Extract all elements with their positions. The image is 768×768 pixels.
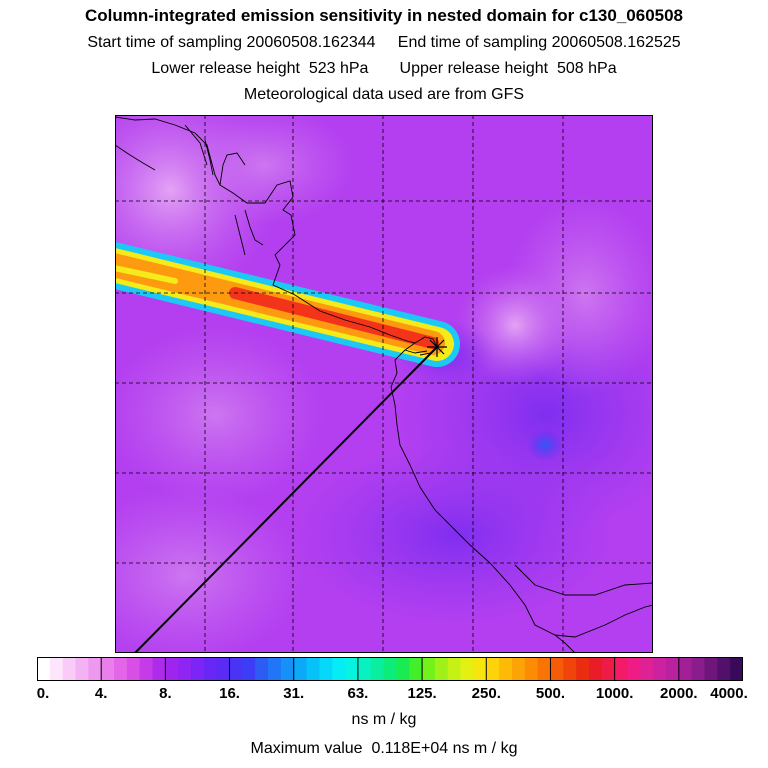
colorbar-cell [499,657,513,681]
sampling-time-line: Start time of sampling 20060508.162344 E… [87,34,681,51]
colorbar-cell [640,657,654,681]
colorbar-cell [730,657,743,681]
coastlines [115,116,653,653]
colorbar-cell [319,657,333,681]
colorbar-cell [653,657,667,681]
colorbar-cell [139,657,154,681]
colorbar-cell [524,657,539,681]
colorbar-cell [357,657,372,681]
colorbar-cell [126,657,141,681]
colorbar-cell [601,657,616,681]
colorbar-tick-label: 0. [36,685,50,702]
colorbar-tick-label: 63. [347,685,369,702]
colorbar-cell [242,657,256,681]
colorbar-tick-label: 4. [94,685,108,702]
colorbar-cell [691,657,706,681]
maximum-value-label: Maximum value 0.118E+04 ns m / kg [250,740,518,757]
colorbar-units: ns m / kg [351,711,417,728]
star-marker-icon [427,337,447,357]
colorbar-tick-label: 8. [159,685,172,702]
colorbar-cell [268,657,282,681]
colorbar-cell [370,657,385,681]
colorbar-cell [62,657,77,681]
colorbar-tick-label: 2000. [660,685,698,702]
colorbar-cell [422,657,436,681]
colorbar-cell [717,657,731,681]
colorbar-cell [203,657,218,681]
colorbar-tick-label: 250. [471,685,501,702]
met-data-line: Meteorological data used are from GFS [243,86,525,103]
colorbar-cell [434,657,449,681]
colorbar-cell [152,657,166,681]
colorbar-tick-label: 16. [219,685,240,702]
colorbar-cell [88,657,102,681]
release-height-line: Lower release height 523 hPa Upper relea… [151,60,617,77]
sensitivity-field [115,115,653,653]
colorbar-cell [383,657,398,681]
colorbar-cell [332,657,346,681]
colorbar-cell [49,657,64,681]
map-panel [115,115,653,653]
colorbar-cell [511,657,526,681]
colorbar-cell [229,657,243,681]
colorbar-cell [473,657,487,681]
colorbar-cell [280,657,295,681]
colorbar-cell [101,657,115,681]
colorbar-cell [178,657,192,681]
colorbar-cell [678,657,693,681]
colorbar-cell [665,657,680,681]
colorbar-cell [409,657,423,681]
colorbar-cell [537,657,552,681]
colorbar-cell [627,657,641,681]
colorbar-cell [550,657,564,681]
colorbar-tick-label: 125. [407,685,437,702]
colorbar-cell [165,657,179,681]
colorbar-cell [75,657,89,681]
lat-lon-grid [115,115,653,653]
colorbar-cell [588,657,603,681]
colorbar-tick-label: 4000. [710,685,748,702]
colorbar-cell [486,657,500,681]
flight-track [134,346,438,653]
colorbar [37,657,743,681]
colorbar-tick-label: 1000. [595,685,634,702]
colorbar-cell [114,657,128,681]
emission-plume [115,241,460,367]
colorbar-tick-label: 31. [283,685,305,702]
colorbar-cell [563,657,577,681]
colorbar-cell [447,657,462,681]
colorbar-cell [191,657,205,681]
plot-title: Column-integrated emission sensitivity i… [84,6,684,25]
colorbar-cell [614,657,629,681]
colorbar-cell [460,657,475,681]
colorbar-cell [396,657,410,681]
colorbar-tick-label: 500. [535,685,566,702]
colorbar-cell [306,657,320,681]
colorbar-cell [576,657,590,681]
colorbar-cell [345,657,359,681]
colorbar-cell [216,657,231,681]
colorbar-cell [37,657,51,681]
colorbar-cell [293,657,308,681]
colorbar-cell [255,657,269,681]
colorbar-cell [704,657,718,681]
